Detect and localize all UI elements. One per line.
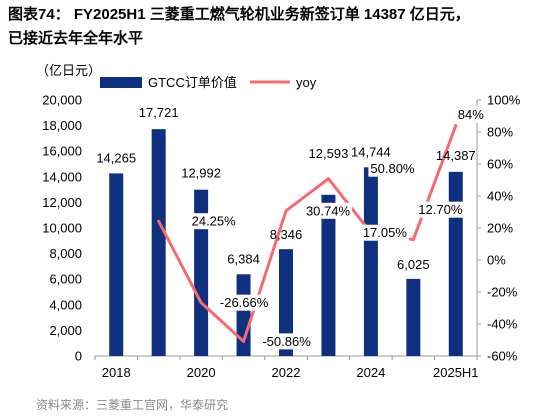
y-left-tick-label: 18,000 — [42, 118, 82, 133]
yoy-value-label: 24.25% — [192, 214, 237, 229]
x-tick-label: 2018 — [102, 365, 131, 380]
source-note: 资料来源：三菱重工官网，华泰研究 — [36, 398, 229, 412]
bar-value-label: 8,346 — [270, 227, 303, 242]
data-labels: 14,265 17,721 12,992 6,384 8,346 12,593 14,744… — [96, 105, 486, 350]
y-left-tick-label: 14,000 — [42, 169, 82, 184]
x-tick-label: 2022 — [272, 365, 301, 380]
yoy-label-background — [360, 224, 409, 241]
y-right-tick-label: 40% — [487, 189, 513, 204]
yoy-value-label: -50.86% — [262, 334, 311, 349]
yoy-point — [454, 124, 458, 128]
bar-value-label: 17,721 — [139, 105, 179, 120]
y-right-tick-label: -40% — [487, 317, 518, 332]
unit-label: （亿日元） — [36, 63, 101, 78]
y-left-tick-label: 16,000 — [42, 144, 82, 159]
yoy-value-label: 17.05% — [363, 225, 408, 240]
bar — [448, 171, 463, 356]
y-left-tick-label: 12,000 — [42, 195, 82, 210]
y-right-tick-label: 20% — [487, 221, 513, 236]
x-tick-label: 2020 — [187, 365, 216, 380]
y-left-tick-label: 6,000 — [49, 272, 82, 287]
y-left-tick-label: 8,000 — [49, 246, 82, 261]
bar-value-label: 14,265 — [96, 150, 136, 165]
yoy-label-background — [303, 202, 353, 219]
legend-bar-label: GTCC订单价值 — [148, 75, 237, 90]
y-left-tick-label: 20,000 — [42, 93, 82, 108]
bar — [151, 129, 166, 356]
bar-value-label: 6,384 — [227, 251, 260, 266]
yoy-value-label: 30.74% — [306, 203, 351, 218]
yoy-label-background — [368, 160, 417, 177]
chart-title-line-1: 图表74： FY2025H1 三菱重工燃气轮机业务新签订单 14387 亿日元， — [8, 6, 470, 23]
legend: GTCC订单价值 yoy — [100, 75, 317, 90]
yoy-point — [199, 301, 203, 305]
yoy-label-background — [260, 333, 313, 350]
bar — [363, 167, 378, 356]
yoy-value-label: 50.80% — [370, 161, 415, 176]
yoy-label-background — [416, 201, 465, 218]
yoy-point — [284, 209, 288, 213]
bar-value-label: 12,992 — [181, 166, 221, 181]
y-left-tick-label: 2,000 — [49, 323, 82, 338]
bar-value-label: 14,387 — [436, 148, 476, 163]
y-right-tick-label: 100% — [487, 93, 521, 108]
chart-title-line-2: 已接近去年全年水平 — [8, 30, 144, 47]
yoy-label-background — [217, 294, 271, 311]
bar-series — [109, 129, 463, 356]
y-right-tick-label: 80% — [487, 125, 513, 140]
yoy-point — [157, 219, 161, 223]
bar — [321, 194, 336, 356]
x-tick-label: 2025H1 — [433, 365, 479, 380]
yoy-value-label: 12.70% — [418, 202, 463, 217]
yoy-label-background — [189, 213, 238, 230]
y-left-tick-label: 10,000 — [42, 221, 82, 236]
yoy-value-label: -26.66% — [220, 295, 269, 310]
legend-line-label: yoy — [296, 75, 317, 90]
yoy-point — [242, 339, 246, 343]
y-right-tick-label: -20% — [487, 285, 518, 300]
yoy-point — [411, 238, 415, 242]
bar — [236, 274, 251, 356]
bar-value-label: 14,744 — [351, 144, 391, 159]
y-right-tick-label: 0% — [487, 253, 506, 268]
yoy-point — [326, 177, 330, 181]
y-right-tick-label: 60% — [487, 157, 513, 172]
legend-bar-swatch — [100, 77, 142, 88]
x-tick-label: 2024 — [356, 365, 385, 380]
yoy-value-label: 84% — [458, 107, 484, 122]
yoy-label-background — [455, 106, 486, 123]
bar-value-label: 6,025 — [397, 257, 430, 272]
bar — [109, 173, 124, 356]
bar — [194, 189, 209, 356]
bar-value-label: 12,593 — [309, 146, 349, 161]
y-left-tick-label: 0 — [75, 349, 82, 364]
y-right-tick-label: -60% — [487, 349, 518, 364]
bar — [406, 278, 421, 356]
y-left-tick-label: 4,000 — [49, 297, 82, 312]
bar — [279, 249, 293, 356]
